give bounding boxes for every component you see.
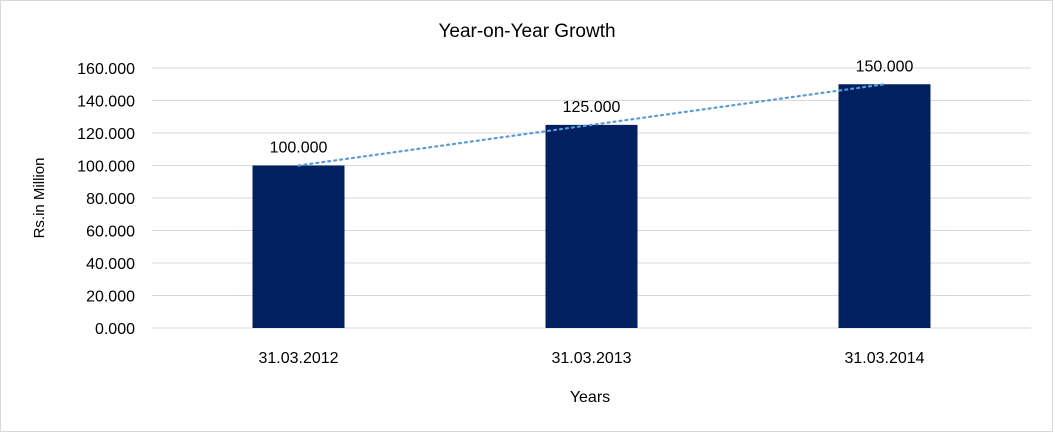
y-axis-label: Rs.in Million [31,158,48,239]
data-label: 125.000 [563,99,621,116]
y-tick-label: 120.000 [77,126,135,143]
bar [545,124,638,328]
x-tick-label: 31.03.2014 [844,350,924,367]
bar [838,84,931,328]
y-tick-label: 60.000 [86,224,135,241]
y-tick-label: 20.000 [86,289,135,306]
data-label: 150.000 [856,58,914,75]
bar [252,165,345,328]
trendline [297,83,886,167]
y-tick-label: 80.000 [86,191,135,208]
y-tick-label: 100.000 [77,159,135,176]
chart-title: Year-on-Year Growth [438,21,615,42]
y-tick-label: 140.000 [77,94,135,111]
y-tick-label: 40.000 [86,256,135,273]
x-tick-label: 31.03.2013 [551,350,631,367]
y-tick-label: 0.000 [95,321,135,338]
y-tick-label: 160.000 [77,61,135,78]
data-label: 100.000 [270,140,328,157]
x-axis-label: Years [570,389,610,406]
x-tick-label: 31.03.2012 [258,350,338,367]
